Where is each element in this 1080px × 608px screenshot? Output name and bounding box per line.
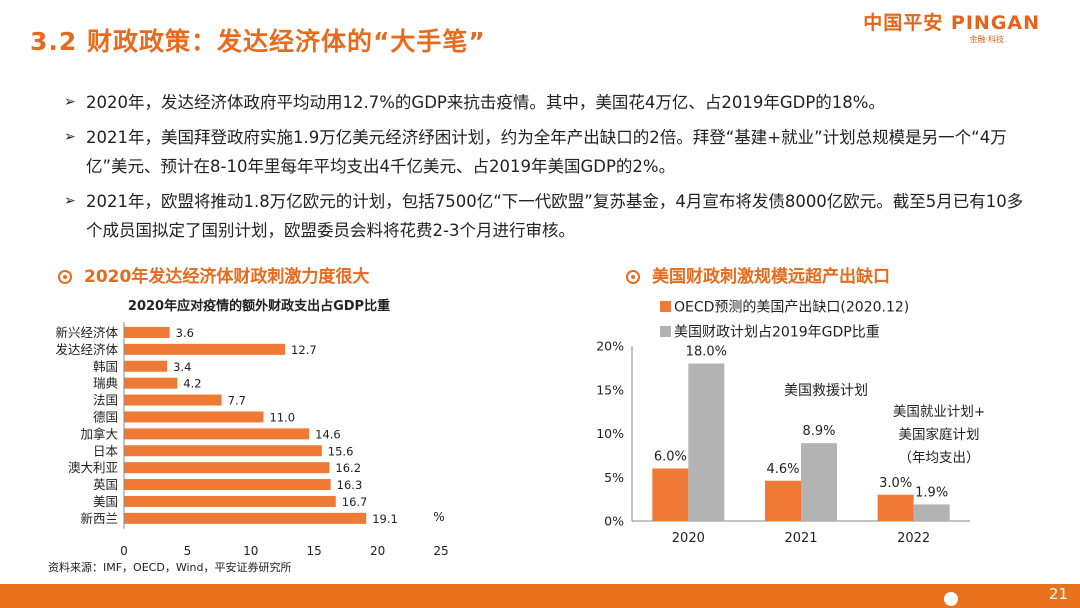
bar — [124, 343, 286, 355]
y-tick-label: 10% — [596, 426, 624, 441]
bullet-item: ➢ 2021年，美国拜登政府实施1.9万亿美元经济纾困计划，约为全年产出缺口的2… — [64, 123, 1034, 181]
chart-title: 2020年应对疫情的额外财政支出占GDP比重 — [128, 298, 390, 314]
logo: 中国平安 PINGAN 金融·科技 — [863, 8, 1040, 45]
bar — [124, 495, 336, 507]
logo-text: 中国平安 PINGAN — [863, 12, 1040, 34]
target-icon — [58, 270, 72, 284]
value-label: 15.6 — [328, 444, 354, 458]
bar — [124, 462, 330, 474]
arrow-icon: ➢ — [64, 129, 76, 145]
category-label: 法国 — [93, 393, 118, 408]
y-tick-label: 15% — [596, 382, 624, 397]
y-tick-label: 5% — [604, 470, 624, 485]
value-label: 11.0 — [269, 410, 295, 424]
x-tick-label: 20 — [370, 544, 385, 558]
category-label: 美国 — [93, 494, 118, 509]
value-label: 16.3 — [337, 478, 363, 492]
section-left-text: 2020年发达经济体财政刺激力度很大 — [84, 267, 370, 287]
bar — [652, 468, 689, 521]
value-label: 18.0% — [686, 345, 727, 360]
annotation-text: 美国就业计划+ — [893, 404, 985, 420]
logo-tagline: 金融·科技 — [969, 35, 1004, 44]
x-tick-label: 10 — [243, 544, 258, 558]
bar — [124, 428, 310, 440]
legend-swatch — [660, 301, 671, 312]
legend-swatch — [660, 326, 671, 337]
value-label: 14.6 — [315, 427, 341, 441]
annotation-text: （年均支出） — [899, 450, 980, 466]
value-label: 3.0% — [879, 476, 912, 491]
value-label: 4.6% — [766, 462, 799, 477]
category-label: 韩国 — [93, 359, 118, 374]
value-label: 7.7 — [228, 394, 246, 408]
bar — [124, 445, 322, 457]
annotation-text: 美国家庭计划 — [899, 426, 980, 443]
category-label: 加拿大 — [80, 426, 118, 441]
bar — [124, 512, 367, 524]
bar — [124, 394, 222, 406]
legend-label: 美国财政计划占2019年GDP比重 — [674, 325, 880, 341]
bar — [765, 480, 801, 521]
x-tick-label: 2021 — [784, 531, 817, 546]
value-label: 3.4 — [173, 360, 191, 374]
right-bar-chart: OECD预测的美国产出缺口(2020.12) 美国财政计划占2019年GDP比重 0… — [596, 300, 985, 547]
bullet-text: 2021年，美国拜登政府实施1.9万亿美元经济纾困计划，约为全年产出缺口的2倍。… — [86, 128, 1007, 176]
value-label: 3.6 — [176, 326, 194, 340]
category-label: 澳大利亚 — [68, 460, 118, 475]
section-heading-left: 2020年发达经济体财政刺激力度很大 — [58, 262, 369, 287]
bar — [913, 504, 950, 521]
footer-logo-icon — [944, 592, 958, 606]
annotation-text: 美国救援计划 — [784, 383, 868, 399]
bar — [801, 443, 837, 521]
bar — [124, 326, 170, 338]
x-tick-label: 5 — [184, 544, 192, 558]
legend-label: OECD预测的美国产出缺口(2020.12) — [674, 300, 909, 316]
target-icon — [626, 270, 640, 284]
section-heading-right: 美国财政刺激规模远超产出缺口 — [626, 262, 890, 287]
category-label: 英国 — [93, 477, 118, 492]
value-label: 19.1 — [372, 512, 398, 526]
bullet-text: 2020年，发达经济体政府平均动用12.7%的GDP来抗击疫情。其中，美国花4万… — [86, 93, 885, 112]
bar — [124, 377, 178, 389]
category-label: 新西兰 — [80, 511, 118, 526]
value-label: 6.0% — [654, 450, 687, 465]
value-label: 16.2 — [335, 461, 361, 475]
bar — [124, 479, 331, 491]
value-label: 8.9% — [802, 424, 835, 439]
arrow-icon: ➢ — [64, 193, 76, 209]
bar — [688, 363, 725, 521]
x-tick-label: 15 — [307, 544, 322, 558]
page-title: 3.2 财政政策：发达经济体的“大手笔” — [30, 27, 486, 56]
value-label: 16.7 — [342, 495, 368, 509]
bar — [124, 360, 168, 372]
value-label: 1.9% — [915, 485, 948, 500]
source-note: 资料来源：IMF，OECD，Wind，平安证券研究所 — [48, 561, 292, 574]
category-label: 德国 — [93, 409, 118, 424]
bullet-text: 2021年，欧盟将推动1.8万亿欧元的计划，包括7500亿“下一代欧盟”复苏基金… — [86, 192, 1024, 240]
page-number: 21 — [1048, 585, 1068, 603]
bar — [124, 411, 264, 423]
footer-bar — [0, 584, 1080, 608]
category-label: 瑞典 — [93, 376, 118, 391]
category-label: 日本 — [93, 443, 119, 458]
x-tick-label: 2022 — [897, 531, 930, 546]
section-right-text: 美国财政刺激规模远超产出缺口 — [652, 267, 890, 287]
bullet-item: ➢ 2021年，欧盟将推动1.8万亿欧元的计划，包括7500亿“下一代欧盟”复苏… — [64, 187, 1034, 245]
y-tick-label: 0% — [604, 514, 624, 529]
bullet-item: ➢ 2020年，发达经济体政府平均动用12.7%的GDP来抗击疫情。其中，美国花… — [64, 88, 1034, 117]
category-label: 新兴经济体 — [55, 325, 118, 340]
x-tick-label: 25 — [433, 544, 448, 558]
category-label: 发达经济体 — [55, 342, 118, 357]
arrow-icon: ➢ — [64, 94, 76, 110]
bar — [877, 494, 914, 521]
unit-label: % — [433, 510, 444, 524]
value-label: 12.7 — [291, 343, 317, 357]
y-tick-label: 20% — [596, 339, 624, 354]
x-tick-label: 2020 — [672, 531, 705, 546]
value-label: 4.2 — [183, 377, 201, 391]
bullet-list: ➢ 2020年，发达经济体政府平均动用12.7%的GDP来抗击疫情。其中，美国花… — [64, 88, 1034, 251]
x-tick-label: 0 — [120, 544, 128, 558]
